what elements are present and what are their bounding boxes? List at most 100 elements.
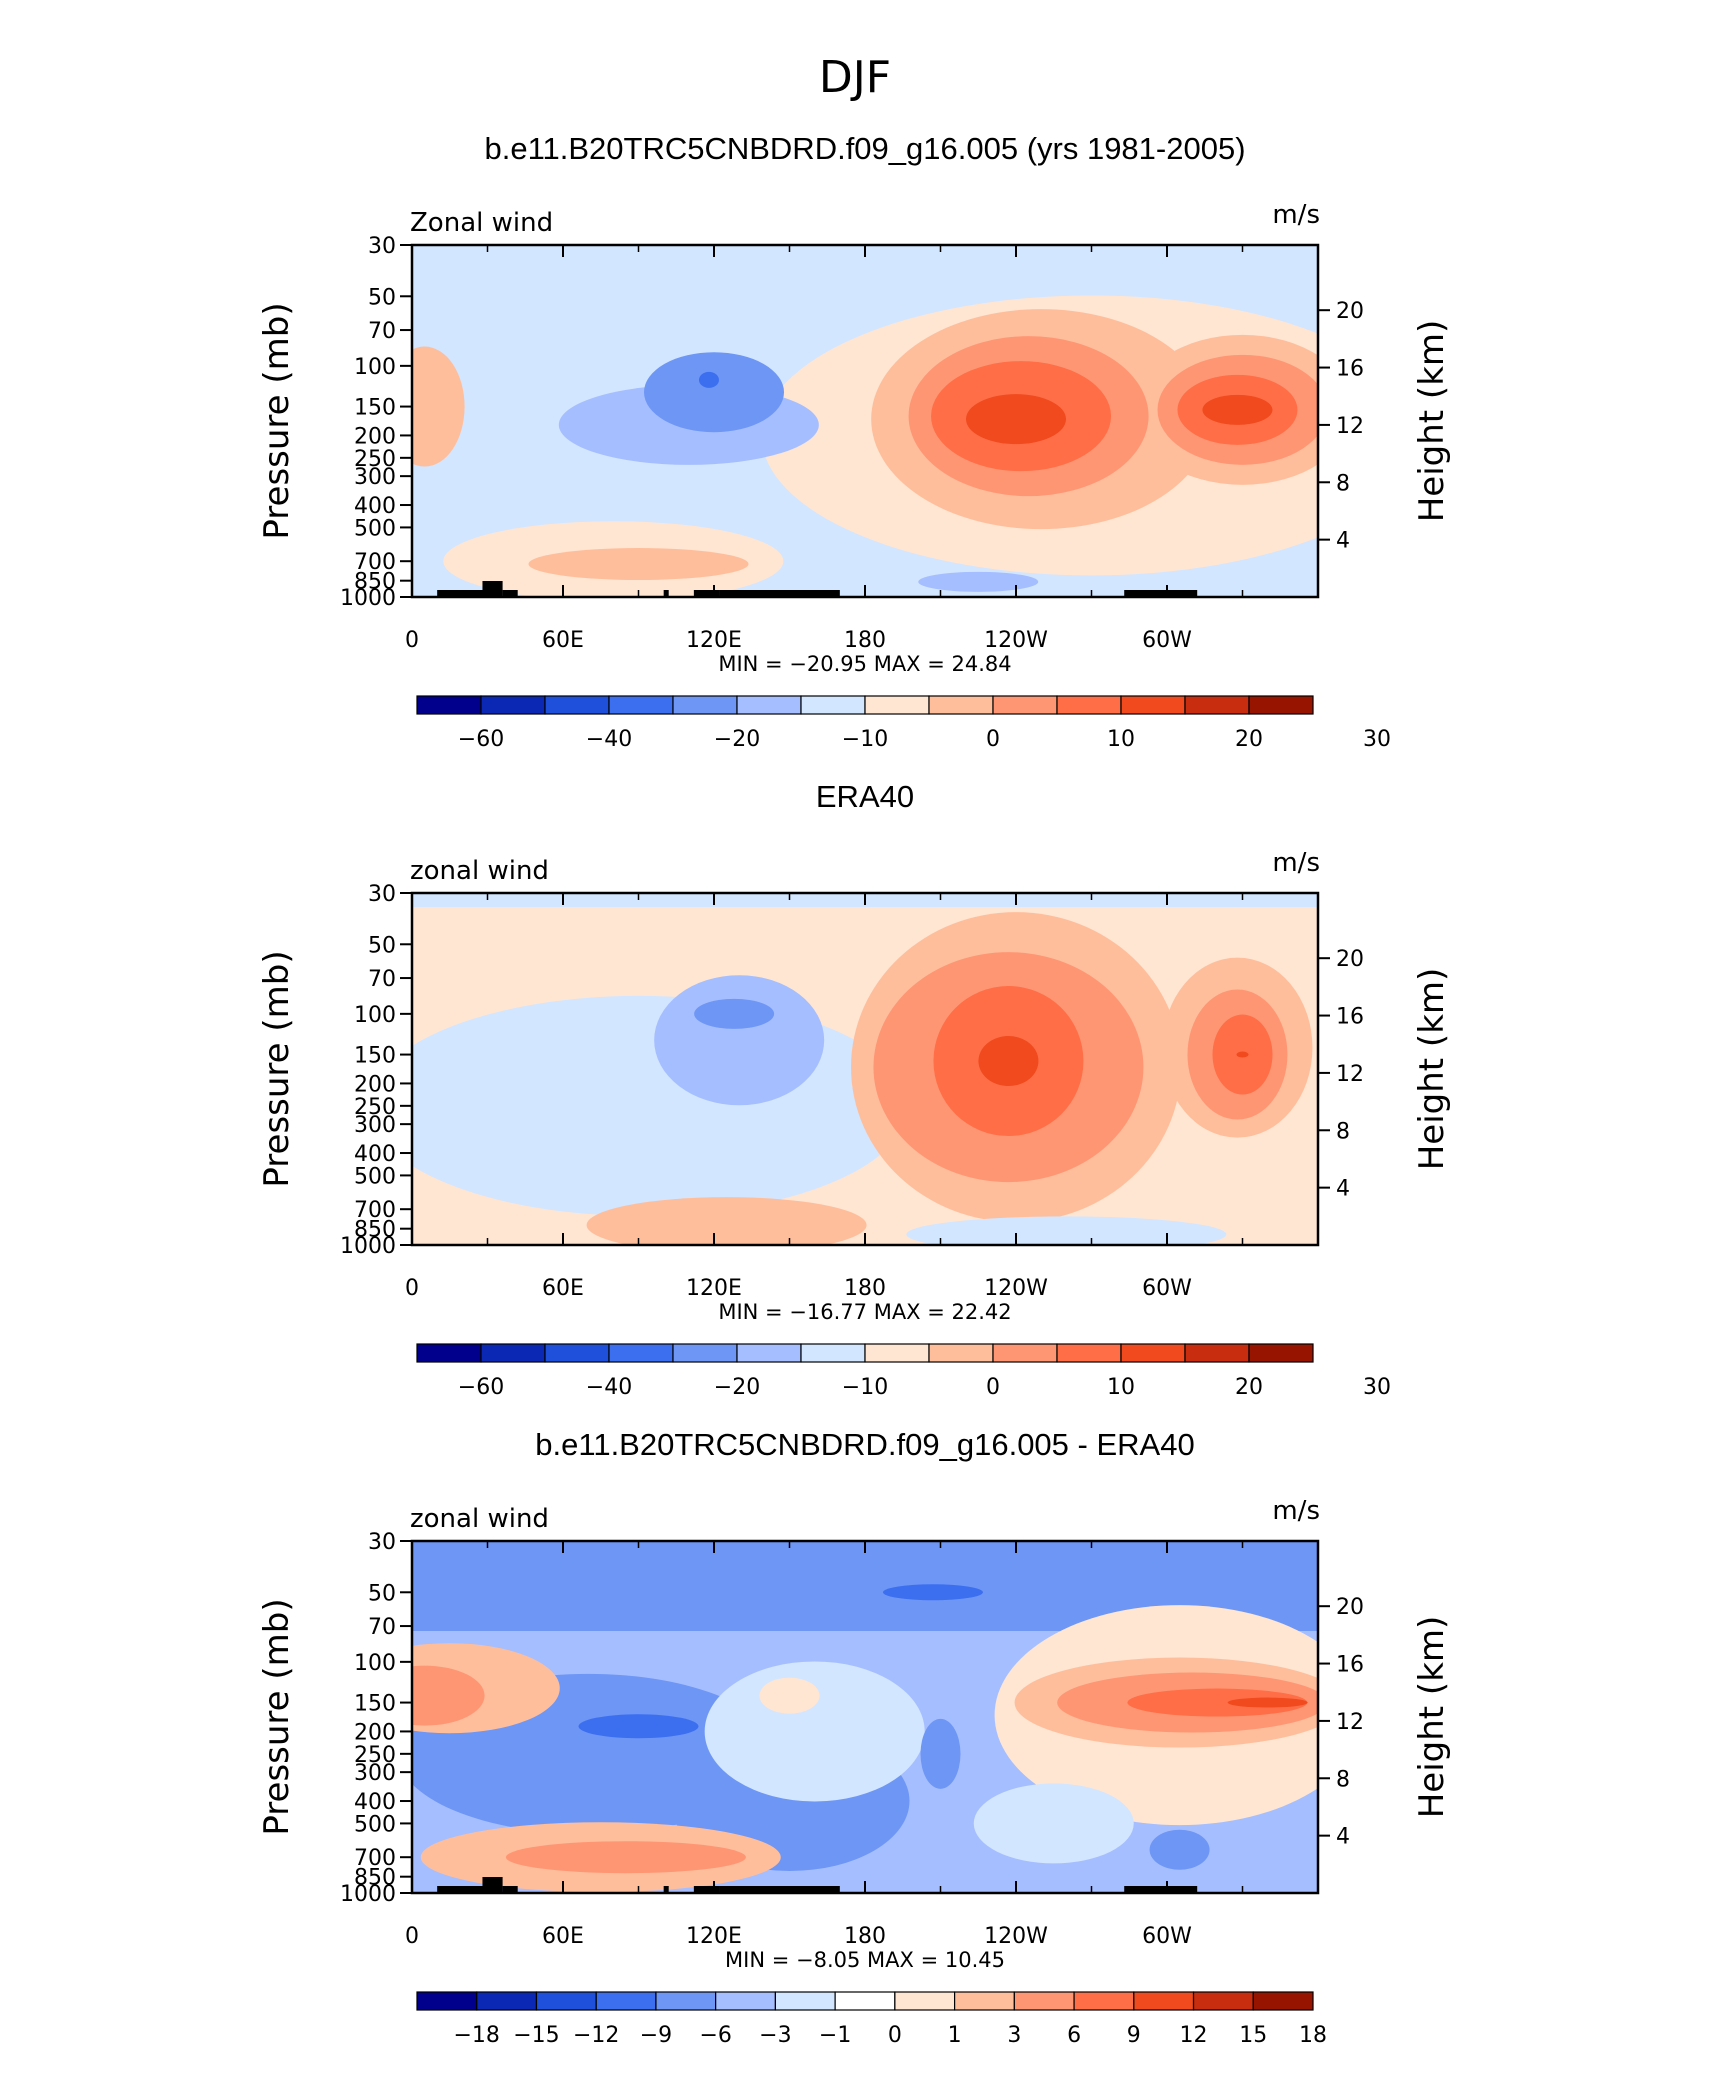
y-right-tick-label: 12 [1336,1062,1364,1087]
y-tick-label: 50 [368,285,396,310]
colorbar-label: 15 [1239,2023,1267,2048]
orography-block [482,581,503,597]
colorbar-label: 9 [1127,2023,1141,2048]
colorbar-box [416,1991,478,2011]
y-right-tick-label: 8 [1336,1767,1350,1792]
easterly-mid [654,975,825,1106]
x-tick-label: 120W [984,1276,1048,1301]
colorbar-label: −20 [714,1375,760,1400]
x-tick-label: 60W [1142,1924,1192,1949]
x-tick-label: 120E [686,1924,742,1949]
y-right-tick-label: 12 [1336,1710,1364,1735]
y-tick-label: 300 [354,1761,396,1786]
panel-1: b.e11.B20TRC5CNBDRD.f09_g16.005 (yrs 198… [257,131,1452,752]
colorbar-box [1248,1343,1314,1363]
contour-field [412,893,1318,1245]
y-tick-label: 1000 [340,1882,396,1907]
colorbar-label: 10 [1107,727,1135,752]
y-right-tick-label: 4 [1336,1177,1350,1202]
x-tick-label: 180 [844,1924,886,1949]
trop-core [578,1714,699,1739]
west-positive-core [412,1665,485,1726]
colorbar-box [1120,1343,1186,1363]
lower-westerly-core [528,548,749,581]
orography-block [482,1877,503,1893]
colorbar-box [595,1991,657,2011]
colorbar-box [1056,695,1122,715]
y-right-tick-label: 20 [1336,1595,1364,1620]
x-tick-label: 120W [984,1924,1048,1949]
x-tick-label: 120E [686,1276,742,1301]
colorbar-box [1056,1343,1122,1363]
y-tick-label: 50 [368,1581,396,1606]
colorbar-label: 0 [986,1375,1000,1400]
y-right-tick-label: 4 [1336,529,1350,554]
colorbar-box [894,1991,956,2011]
x-tick-label: 60W [1142,1276,1192,1301]
jet2-core [1236,1051,1249,1058]
easterly-mid [644,352,784,433]
y-right-tick-label: 4 [1336,1825,1350,1850]
colorbar-label: −40 [586,1375,632,1400]
colorbar-box [928,695,994,715]
variable-label: zonal wind [410,856,549,886]
y-axis-right-label: Height (km) [1412,1616,1452,1819]
colorbar-box [416,695,482,715]
colorbar-box [480,1343,546,1363]
colorbar-label: −10 [842,1375,888,1400]
y-right-tick-label: 12 [1336,414,1364,439]
y-tick-label: 400 [354,494,396,519]
colorbar-box [416,1343,482,1363]
positive-contour-9 [1127,1688,1308,1717]
orography-block [1124,1886,1198,1893]
y-tick-label: 150 [354,1044,396,1069]
colorbar-box [864,695,930,715]
colorbar-box [1133,1991,1195,2011]
colorbar-label: −40 [586,727,632,752]
colorbar-label: −18 [454,2023,500,2048]
x-tick-label: 60E [542,1924,584,1949]
colorbar-label: −10 [842,727,888,752]
edge-jet [412,346,465,467]
y-tick-label: 250 [354,1095,396,1120]
x-tick-label: 180 [844,1276,886,1301]
colorbar-label: −20 [714,727,760,752]
y-tick-label: 30 [368,1530,396,1555]
orography-block [663,1886,669,1893]
y-tick-label: 150 [354,396,396,421]
strat-core [882,1584,983,1601]
panel-title: b.e11.B20TRC5CNBDRD.f09_g16.005 - ERA40 [535,1427,1194,1462]
colorbar-box [736,1343,802,1363]
colorbar-box [992,695,1058,715]
colorbar-label: −9 [640,2023,672,2048]
colorbar-box [715,1991,777,2011]
y-tick-label: 300 [354,1113,396,1138]
colorbar-box [953,1991,1015,2011]
x-tick-label: 120E [686,628,742,653]
orography-block [693,590,720,597]
y-right-tick-label: 8 [1336,471,1350,496]
panel-3: b.e11.B20TRC5CNBDRD.f09_g16.005 - ERA40 z… [257,1427,1452,2048]
colorbar-box [1184,1343,1250,1363]
y-tick-label: 100 [354,355,396,380]
colorbar-box [608,1343,674,1363]
x-tick-label: 0 [405,1924,419,1949]
colorbar-box [480,695,546,715]
colorbar-box [544,1343,610,1363]
x-tick-label: 0 [405,628,419,653]
easterly-core [694,998,775,1029]
y-right-tick-label: 16 [1336,1005,1364,1030]
y-tick-label: 1000 [340,1234,396,1259]
colorbar-label: 30 [1363,1375,1391,1400]
y-tick-label: 30 [368,882,396,907]
x-tick-label: 180 [844,628,886,653]
colorbar-label: 6 [1067,2023,1081,2048]
mid-near-zero [973,1783,1134,1864]
colorbar-label: −1 [819,2023,851,2048]
x-tick-label: 60W [1142,628,1192,653]
colorbar-label: −60 [458,727,504,752]
orography-block [719,590,840,597]
easterly-outer [412,995,909,1216]
min-max-label: MIN = −16.77 MAX = 22.42 [718,1300,1011,1324]
